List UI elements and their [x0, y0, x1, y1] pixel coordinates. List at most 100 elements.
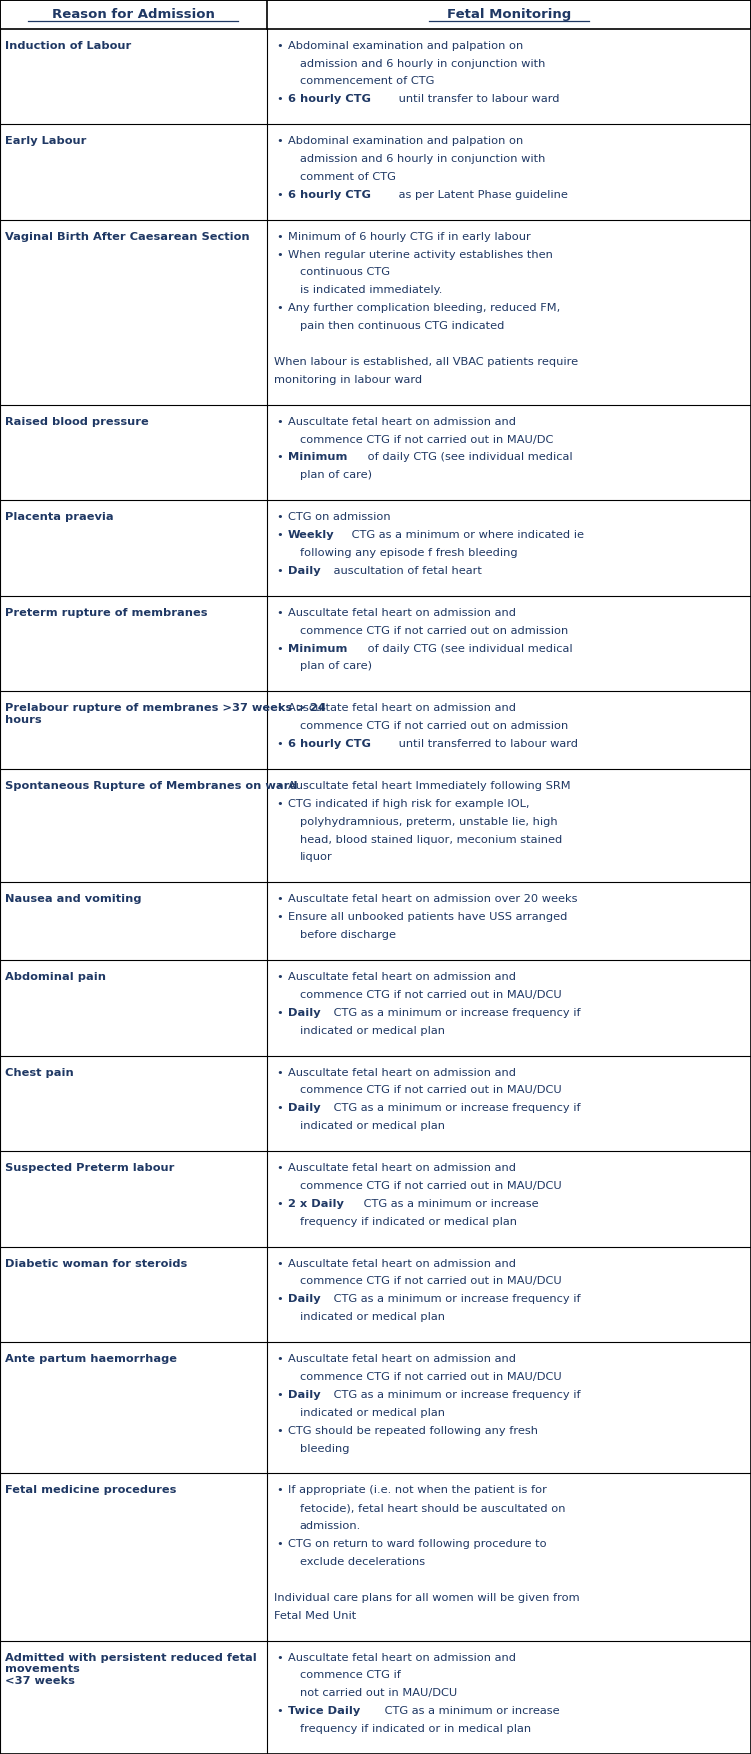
Text: Minimum of 6 hourly CTG if in early labour: Minimum of 6 hourly CTG if in early labo… — [288, 232, 530, 242]
Text: •: • — [276, 95, 283, 103]
Text: •: • — [276, 303, 283, 314]
Text: commence CTG if: commence CTG if — [300, 1670, 400, 1680]
Text: exclude decelerations: exclude decelerations — [300, 1558, 425, 1566]
Bar — [0, 1056, 751, 1151]
Bar — [0, 1247, 751, 1342]
Bar — [0, 125, 751, 219]
Text: liquor: liquor — [300, 852, 333, 863]
Text: •: • — [276, 1163, 283, 1173]
Text: Individual care plans for all women will be given from: Individual care plans for all women will… — [274, 1593, 580, 1603]
Text: Reason for Admission: Reason for Admission — [52, 7, 215, 21]
Bar — [0, 1342, 751, 1473]
Text: head, blood stained liquor, meconium stained: head, blood stained liquor, meconium sta… — [300, 835, 562, 845]
Text: commence CTG if not carried out in MAU/DCU: commence CTG if not carried out in MAU/D… — [300, 1277, 562, 1286]
Bar — [0, 28, 751, 125]
Bar — [0, 768, 751, 882]
Text: Ensure all unbooked patients have USS arranged: Ensure all unbooked patients have USS ar… — [288, 912, 567, 923]
Text: is indicated immediately.: is indicated immediately. — [300, 286, 442, 295]
Bar — [0, 1151, 751, 1247]
Text: Prelabour rupture of membranes >37 weeks > 24
hours: Prelabour rupture of membranes >37 weeks… — [5, 703, 326, 724]
Text: as per Latent Phase guideline: as per Latent Phase guideline — [394, 189, 568, 200]
Bar — [0, 691, 751, 768]
Text: CTG should be repeated following any fresh: CTG should be repeated following any fre… — [288, 1426, 538, 1437]
Text: •: • — [276, 703, 283, 714]
Text: comment of CTG: comment of CTG — [300, 172, 396, 182]
Bar — [0, 405, 751, 500]
Text: Vaginal Birth After Caesarean Section: Vaginal Birth After Caesarean Section — [5, 232, 250, 242]
Text: commence CTG if not carried out in MAU/DCU: commence CTG if not carried out in MAU/D… — [300, 1180, 562, 1191]
Text: Preterm rupture of membranes: Preterm rupture of membranes — [5, 607, 208, 617]
Text: Abdominal examination and palpation on: Abdominal examination and palpation on — [288, 40, 523, 51]
Text: Auscultate fetal heart on admission and: Auscultate fetal heart on admission and — [288, 1259, 516, 1268]
Text: indicated or medical plan: indicated or medical plan — [300, 1121, 445, 1131]
Text: Minimum: Minimum — [288, 644, 347, 654]
Text: Abdominal examination and palpation on: Abdominal examination and palpation on — [288, 137, 523, 146]
Text: •: • — [276, 1426, 283, 1437]
Text: •: • — [276, 1707, 283, 1715]
Text: Induction of Labour: Induction of Labour — [5, 40, 131, 51]
Text: Twice Daily: Twice Daily — [288, 1707, 360, 1715]
Bar — [0, 500, 751, 596]
Text: CTG as a minimum or where indicated ie: CTG as a minimum or where indicated ie — [348, 530, 584, 540]
Text: before discharge: before discharge — [300, 930, 396, 940]
Text: Fetal medicine procedures: Fetal medicine procedures — [5, 1486, 176, 1496]
Text: Placenta praevia: Placenta praevia — [5, 512, 114, 523]
Text: CTG on return to ward following procedure to: CTG on return to ward following procedur… — [288, 1538, 546, 1549]
Text: •: • — [276, 189, 283, 200]
Text: until transfer to labour ward: until transfer to labour ward — [394, 95, 559, 103]
Text: •: • — [276, 1354, 283, 1365]
Text: Auscultate fetal heart on admission and: Auscultate fetal heart on admission and — [288, 1068, 516, 1077]
Text: Auscultate fetal heart on admission and: Auscultate fetal heart on admission and — [288, 417, 516, 426]
Text: not carried out in MAU/DCU: not carried out in MAU/DCU — [300, 1689, 457, 1698]
Text: monitoring in labour ward: monitoring in labour ward — [274, 375, 422, 384]
Text: Abdominal pain: Abdominal pain — [5, 972, 106, 982]
Text: Auscultate fetal heart on admission over 20 weeks: Auscultate fetal heart on admission over… — [288, 895, 577, 905]
Text: admission and 6 hourly in conjunction with: admission and 6 hourly in conjunction wi… — [300, 58, 545, 68]
Text: •: • — [276, 40, 283, 51]
Text: Weekly: Weekly — [288, 530, 334, 540]
Text: Raised blood pressure: Raised blood pressure — [5, 417, 149, 426]
Text: Daily: Daily — [288, 567, 320, 575]
Text: Minimum: Minimum — [288, 453, 347, 463]
Text: CTG on admission: CTG on admission — [288, 512, 391, 523]
Text: If appropriate (i.e. not when the patient is for: If appropriate (i.e. not when the patien… — [288, 1486, 547, 1496]
Text: of daily CTG (see individual medical: of daily CTG (see individual medical — [364, 453, 573, 463]
Text: Auscultate fetal heart on admission and: Auscultate fetal heart on admission and — [288, 1652, 516, 1663]
Text: •: • — [276, 738, 283, 749]
Text: frequency if indicated or in medical plan: frequency if indicated or in medical pla… — [300, 1724, 531, 1735]
Text: Nausea and vomiting: Nausea and vomiting — [5, 895, 142, 905]
Text: continuous CTG: continuous CTG — [300, 267, 390, 277]
Bar — [0, 1473, 751, 1640]
Text: •: • — [276, 512, 283, 523]
Text: •: • — [276, 249, 283, 260]
Text: •: • — [276, 781, 283, 791]
Text: 6 hourly CTG: 6 hourly CTG — [288, 95, 370, 103]
Text: Suspected Preterm labour: Suspected Preterm labour — [5, 1163, 175, 1173]
Text: •: • — [276, 1103, 283, 1114]
Text: •: • — [276, 1538, 283, 1549]
Text: CTG indicated if high risk for example IOL,: CTG indicated if high risk for example I… — [288, 798, 529, 809]
Text: Spontaneous Rupture of Membranes on ward: Spontaneous Rupture of Membranes on ward — [5, 781, 297, 791]
Bar — [0, 1640, 751, 1754]
Text: Chest pain: Chest pain — [5, 1068, 74, 1077]
Text: Auscultate fetal heart on admission and: Auscultate fetal heart on admission and — [288, 1163, 516, 1173]
Text: •: • — [276, 1652, 283, 1663]
Text: •: • — [276, 912, 283, 923]
Text: Auscultate fetal heart on admission and: Auscultate fetal heart on admission and — [288, 972, 516, 982]
Text: admission and 6 hourly in conjunction with: admission and 6 hourly in conjunction wi… — [300, 154, 545, 165]
Text: commence CTG if not carried out in MAU/DCU: commence CTG if not carried out in MAU/D… — [300, 1372, 562, 1382]
Text: •: • — [276, 1068, 283, 1077]
Bar — [0, 882, 751, 959]
Text: indicated or medical plan: indicated or medical plan — [300, 1408, 445, 1417]
Text: •: • — [276, 895, 283, 905]
Text: CTG as a minimum or increase frequency if: CTG as a minimum or increase frequency i… — [330, 1103, 581, 1114]
Text: •: • — [276, 567, 283, 575]
Text: commence CTG if not carried out in MAU/DC: commence CTG if not carried out in MAU/D… — [300, 435, 553, 444]
Text: •: • — [276, 972, 283, 982]
Text: indicated or medical plan: indicated or medical plan — [300, 1312, 445, 1323]
Text: •: • — [276, 137, 283, 146]
Text: CTG as a minimum or increase: CTG as a minimum or increase — [360, 1198, 538, 1209]
Text: commence CTG if not carried out in MAU/DCU: commence CTG if not carried out in MAU/D… — [300, 989, 562, 1000]
Text: Auscultate fetal heart on admission and: Auscultate fetal heart on admission and — [288, 1354, 516, 1365]
Text: Daily: Daily — [288, 1009, 320, 1017]
